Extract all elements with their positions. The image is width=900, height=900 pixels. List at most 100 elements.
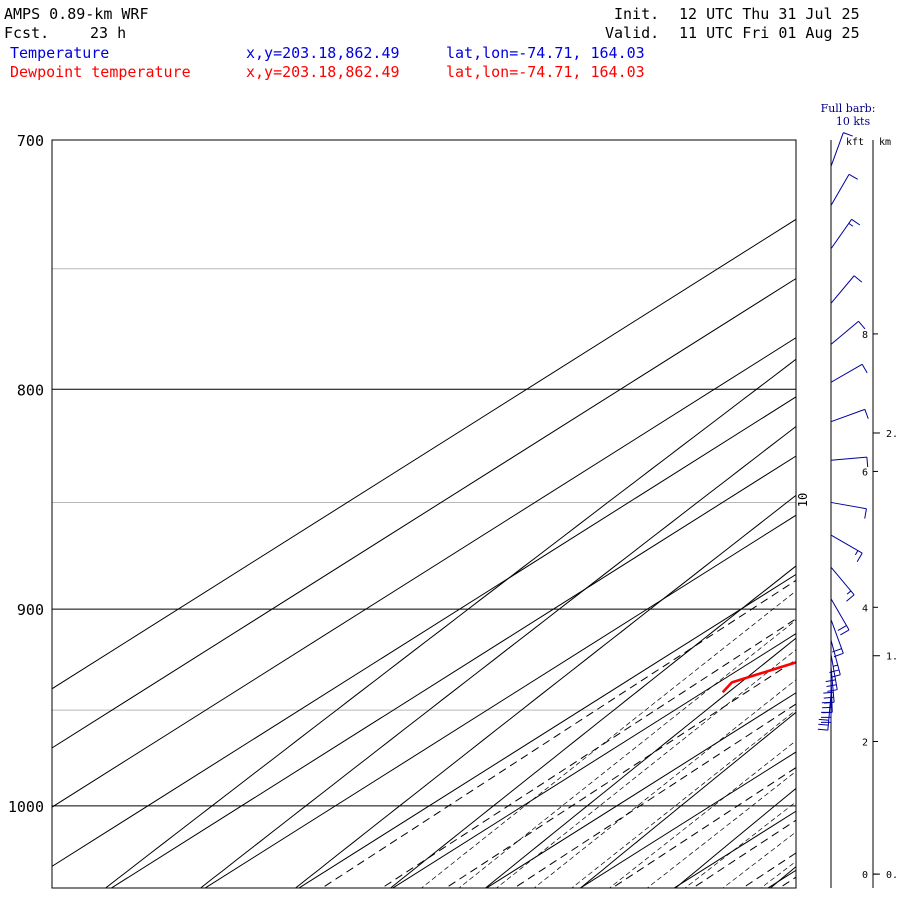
wind-barb-flag [825,679,836,683]
wind-barb [830,320,866,345]
wind-barb [830,275,863,304]
moist-adiabat-line [760,860,796,888]
wind-barb [830,363,868,383]
wind-barb-flag [843,132,853,137]
wind-barb-staff [830,275,855,304]
wind-barb-staff [830,408,865,423]
isotherm-line [485,692,796,888]
kft-tick-label: 4 [862,603,868,614]
wind-barb-half-flag [832,664,838,667]
moist-adiabat-line [763,113,900,900]
wind-barb-staff [830,619,844,654]
wind-barb [830,132,853,167]
km-tick-label: 1. [886,652,898,663]
wind-barb [830,598,850,636]
wind-barb [830,534,863,563]
dry-adiabat-line [199,425,796,888]
wind-barb [830,619,844,658]
legend-temperature-latlon: lat,lon=-74.71, 164.03 [446,44,645,62]
wind-barb-flag [848,173,858,180]
wind-barb [830,501,867,519]
wind-barb-flag [851,218,861,226]
isotherm-line [52,396,796,867]
wind-barb-staff [830,132,844,167]
isotherm-line [820,113,900,900]
wind-barb-half-flag [854,550,859,556]
wind-barb-staff [830,218,853,250]
wind-barb [830,218,861,250]
temperature-profile [838,140,900,686]
dewpoint-profile [721,660,796,694]
kft-tick-label: 0 [862,870,868,881]
wind-barb-flag [818,718,829,721]
wind-barb-staff [830,320,859,345]
valid-label: Valid. [605,24,659,42]
forecast-hour: 23 h [90,24,126,42]
wind-height-label: 10 [796,493,810,507]
kft-axis-label: kft [846,137,864,148]
pressure-tick-label: 700 [17,132,44,150]
moist-adiabat-line [838,113,900,900]
wind-barb-flag [864,409,869,419]
wind-barb-staff [830,501,867,510]
moist-adiabat-line [684,801,796,888]
dry-adiabat-line [674,787,796,888]
pressure-tick-label: 1000 [8,798,44,816]
moist-adiabat-line [801,113,900,900]
wind-barb-staff [830,654,838,690]
dry-adiabat-line [834,113,900,900]
dry-adiabat-line [389,565,796,888]
isotherm-line [52,277,796,749]
wind-barb-staff [830,639,841,675]
mixing-ratio-line [321,579,796,888]
wind-barb-flag [866,457,869,468]
isotherm-line [204,514,796,888]
wind-barb-staff [827,694,832,731]
dry-adiabat-line [484,637,796,888]
plot-frame [51,139,797,889]
wind-barb-flag [840,629,850,636]
wind-barb-staff [830,456,867,461]
legend-dewpoint-xy: x,y=203.18,862.49 [246,63,400,81]
isotherm-line [391,633,796,888]
km-tick-label: 2. [886,429,898,440]
legend-dewpoint-name: Dewpoint temperature [10,63,191,81]
mixing-ratio-line [741,852,796,888]
isotherm-line [767,869,796,888]
mixing-ratio-line [444,659,796,888]
km-axis-label: km [879,137,891,148]
kft-tick-label: 6 [862,467,868,478]
wind-barb [830,173,858,206]
sounding-profiles [721,140,900,694]
wind-barb-staff [830,598,850,631]
model-title: AMPS 0.89-km WRF [4,5,149,23]
mixing-ratio-line [381,618,796,888]
wind-barb-flag [861,364,868,374]
pressure-tick-label: 900 [17,601,44,619]
moist-adiabat-line [876,113,900,900]
wind-barb-flag [827,689,838,692]
moist-adiabat-line [495,649,796,888]
dry-adiabat-line [579,711,796,888]
dry-adiabat-line [294,494,796,888]
wind-barb [830,566,855,602]
mixing-ratio-line [611,766,796,888]
moist-adiabat-line [608,740,796,888]
wind-barb-flag [818,723,829,726]
wind-barb-staff [830,566,855,596]
wind-barb-staff [830,174,850,206]
isotherm-line [298,573,796,888]
wind-barb-staff [830,363,863,383]
moist-adiabat-line [458,619,796,888]
moist-adiabat-line [533,679,796,888]
isotherm-line [52,218,796,690]
wind-barb-flag [837,625,847,632]
wind-barb-flag [864,508,867,519]
wind-barb-half-flag [846,590,852,595]
dry-adiabat-line [769,865,796,888]
isotherm-line [110,455,796,888]
wind-barb [830,408,869,423]
isotherm-line [579,751,796,888]
mixing-ratio-line [793,294,900,900]
